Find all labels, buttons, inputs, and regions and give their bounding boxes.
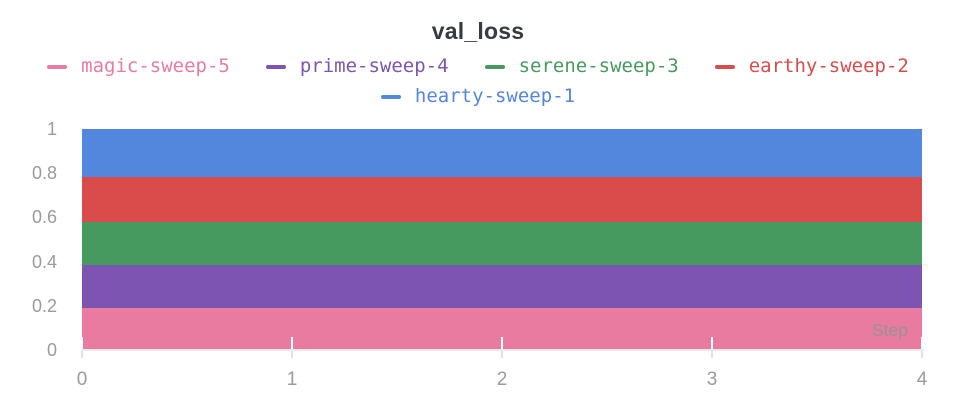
area-band-hearty-sweep-1 — [82, 129, 922, 177]
x-tick-mark-4 — [921, 337, 923, 358]
legend-item-magic-sweep-5[interactable]: magic-sweep-5 — [47, 56, 230, 77]
legend-item-hearty-sweep-1[interactable]: hearty-sweep-1 — [380, 85, 576, 107]
x-tick-label-1: 1 — [286, 369, 298, 390]
legend-item-serene-sweep-3[interactable]: serene-sweep-3 — [484, 55, 679, 77]
legend-line-icon — [484, 64, 505, 69]
legend-line-icon — [47, 64, 68, 69]
x-tick-label-2: 2 — [496, 369, 508, 390]
y-tick-label-0: 0 — [46, 340, 57, 360]
legend: magic-sweep-5 prime-sweep-4 serene-sweep-3… — [0, 56, 956, 107]
step-axis-label: Step — [872, 320, 908, 340]
x-tick-mark-2 — [501, 337, 503, 358]
area-band-serene-sweep-3 — [82, 221, 922, 265]
legend-item-prime-sweep-4[interactable]: prime-sweep-4 — [265, 55, 449, 77]
x-tick-label-4: 4 — [916, 369, 928, 390]
legend-label: earthy-sweep-2 — [748, 55, 909, 77]
x-axis-line — [82, 349, 924, 351]
x-tick-mark-0 — [81, 337, 83, 358]
legend-label: prime-sweep-4 — [299, 55, 449, 77]
legend-label: serene-sweep-3 — [518, 55, 679, 77]
x-tick-mark-3 — [711, 337, 713, 358]
legend-line-icon — [265, 64, 286, 69]
legend-line-icon — [380, 94, 401, 99]
x-tick-label-0: 0 — [76, 369, 88, 390]
y-tick-label-0.6: 0.6 — [31, 207, 57, 228]
x-tick-label-3: 3 — [706, 369, 718, 390]
y-tick-label-0.2: 0.2 — [31, 295, 57, 316]
legend-label: hearty-sweep-1 — [414, 85, 576, 107]
y-tick-label-0.4: 0.4 — [31, 251, 57, 272]
legend-line-icon — [714, 64, 735, 69]
legend-label: magic-sweep-5 — [81, 55, 230, 77]
area-band-earthy-sweep-2 — [82, 176, 922, 222]
area-band-prime-sweep-4 — [82, 264, 922, 308]
y-tick-label-1: 1 — [46, 119, 57, 139]
legend-item-earthy-sweep-2[interactable]: earthy-sweep-2 — [714, 55, 909, 77]
y-tick-label-0.8: 0.8 — [31, 163, 57, 184]
x-tick-mark-1 — [291, 337, 293, 358]
chart-title: val_loss — [431, 18, 525, 44]
